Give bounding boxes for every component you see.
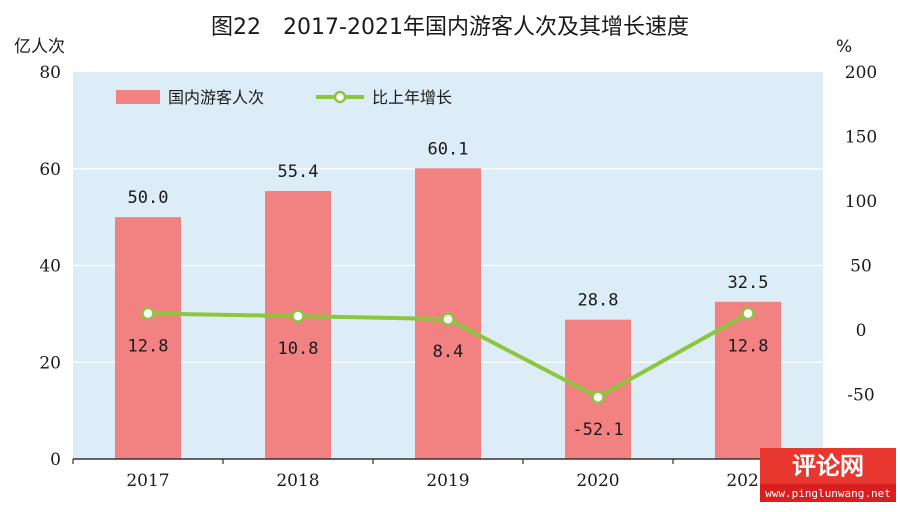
legend-line-label: 比上年增长 <box>372 88 452 107</box>
left-y-tick-label: 60 <box>39 160 61 180</box>
legend: 国内游客人次 比上年增长 <box>116 88 452 107</box>
left-y-tick-label: 0 <box>50 450 61 470</box>
watermark-logo: 评论网 www.pinglunwang.net <box>760 448 896 502</box>
bar-value-label: 60.1 <box>428 139 469 159</box>
bar-value-label: 32.5 <box>728 273 769 293</box>
x-tick-label: 2018 <box>276 471 319 491</box>
growth-point-2017 <box>141 306 155 321</box>
growth-value-label: 12.8 <box>728 336 769 356</box>
growth-value-label: 12.8 <box>128 336 169 356</box>
growth-point-2020 <box>591 390 605 404</box>
left-y-tick-label: 20 <box>39 353 61 373</box>
right-axis-unit: % <box>836 37 852 57</box>
left-y-tick-label: 80 <box>39 63 61 83</box>
data-labels: 50.0 55.4 60.1 28.8 32.5 12.8 10.8 8.4 -52.1 12.8 <box>128 139 769 440</box>
watermark-badge <box>760 448 896 484</box>
right-y-tick-label: 200 <box>845 63 877 83</box>
growth-value-label: -52.1 <box>572 420 623 440</box>
bar-value-label: 28.8 <box>578 291 619 311</box>
left-y-tick-label: 40 <box>39 257 61 277</box>
bar-2020 <box>565 319 631 459</box>
x-tick-label: 2020 <box>576 471 619 491</box>
bar-value-label: 55.4 <box>278 162 319 182</box>
watermark-text: 评论网 <box>792 451 864 480</box>
chart-title: 图22 2017-2021年国内游客人次及其增长速度 <box>211 15 689 40</box>
legend-bar-swatch <box>116 90 160 104</box>
x-tick-label: 2017 <box>126 471 169 491</box>
growth-point-2019 <box>441 312 455 326</box>
axes: 2017 2018 2019 2020 2021 0 20 40 60 80 -50 0 50 100 15… <box>39 63 877 491</box>
watermark-url-strip <box>760 484 896 502</box>
growth-point-2021 <box>741 306 755 321</box>
legend-bar-label: 国内游客人次 <box>168 88 264 107</box>
right-y-tick-label: -50 <box>847 386 874 406</box>
growth-value-label: 8.4 <box>433 342 464 362</box>
bar-value-label: 50.0 <box>128 188 169 208</box>
right-y-tick-label: 150 <box>845 128 877 148</box>
left-axis-unit: 亿人次 <box>14 37 65 57</box>
right-y-tick-label: 0 <box>856 321 867 341</box>
line-series <box>141 306 755 404</box>
x-tick-label: 2019 <box>426 471 469 491</box>
watermark-url: www.pinglunwang.net <box>765 487 891 500</box>
legend-line-marker <box>333 90 347 104</box>
right-y-tick-label: 50 <box>850 257 872 277</box>
x-tick-label: 2021 <box>726 471 769 491</box>
bar-2018 <box>265 191 331 459</box>
growth-value-label: 10.8 <box>278 339 319 359</box>
right-y-tick-label: 100 <box>845 192 877 212</box>
growth-point-2018 <box>291 309 305 323</box>
bar-2017 <box>115 217 181 459</box>
